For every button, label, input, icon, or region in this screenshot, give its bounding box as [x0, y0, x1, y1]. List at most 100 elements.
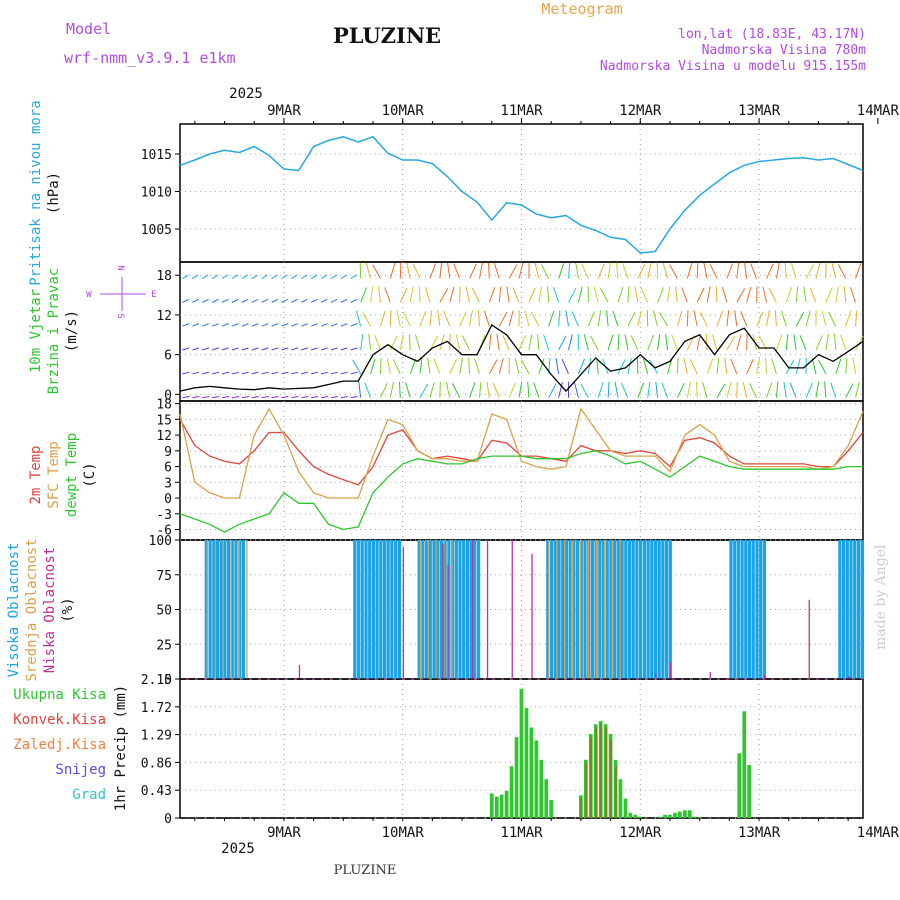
wind-barb	[241, 323, 249, 327]
cloud-low-bar	[808, 599, 810, 679]
wind-barb	[211, 274, 219, 279]
wind-barb	[681, 287, 688, 303]
wind-barb	[469, 382, 476, 398]
cloud-high-bar	[856, 540, 860, 679]
wind-barb	[607, 334, 614, 351]
wind-barb	[795, 311, 805, 327]
cloud-high-bar	[443, 540, 447, 679]
wind-barb	[429, 310, 433, 327]
precip-total-bar	[504, 790, 509, 818]
wind-barb	[662, 262, 668, 279]
wind-barb	[261, 298, 269, 303]
wind-barb	[231, 323, 239, 327]
wind-barb	[617, 334, 620, 351]
wind-barb	[693, 310, 698, 327]
cloud-mid-bar	[451, 540, 453, 679]
precip-total-bar	[534, 740, 539, 818]
day-label-bottom: 12MAR	[619, 825, 662, 841]
day-label-bottom: 13MAR	[738, 825, 781, 841]
precip-ytick-label: 1.72	[141, 701, 172, 716]
wind-barb	[785, 334, 789, 351]
cloud-high-bar	[371, 540, 375, 679]
cloud-high-bar	[212, 540, 216, 679]
cloud-high-bar	[360, 540, 364, 679]
wind-barb	[447, 262, 451, 279]
cloud-high-bar	[561, 540, 565, 679]
coords-text: lon,lat (18.83E, 43.17N)	[678, 27, 866, 42]
wind-barb	[211, 323, 219, 327]
cloud-low-bar	[764, 674, 766, 679]
wind-barb	[709, 263, 718, 279]
wind-barb	[637, 263, 646, 279]
precip-total-bar	[663, 814, 667, 818]
wind-barb	[281, 347, 289, 351]
precip-total-bar	[529, 727, 534, 818]
wind-barb	[597, 310, 602, 327]
wind-barb	[291, 396, 299, 399]
wind-barb	[785, 287, 793, 303]
cloud-high-bar	[759, 540, 763, 679]
cloud-mid-bar	[206, 540, 208, 679]
wind-barb	[577, 358, 585, 375]
wind-barb	[830, 382, 837, 398]
wind-barb	[419, 311, 427, 327]
wind-barb	[721, 286, 728, 303]
temp-ytick-label: -3	[156, 508, 172, 523]
cloud-high-bar	[454, 540, 458, 679]
precip-conv-bar	[580, 798, 583, 818]
legend-snijeg: Snijeg	[55, 762, 106, 778]
wind-barb	[182, 347, 190, 351]
wind-barb	[424, 286, 431, 303]
cloud-mid-bar	[603, 540, 605, 679]
wind-ylabel: Brzina i Pravac	[46, 268, 62, 394]
wind-barb	[712, 334, 718, 351]
wind-barb	[182, 323, 190, 327]
wind-barb	[399, 381, 401, 398]
wind-barb	[705, 333, 708, 351]
wind-barb	[850, 287, 857, 303]
wind-barb	[587, 357, 592, 374]
compass-s: S	[115, 313, 125, 318]
wind-barb	[825, 287, 833, 303]
wind-barb	[543, 334, 550, 351]
cloud-high-bar	[353, 540, 357, 679]
cloud-high-bar	[668, 540, 672, 679]
wind-barb	[241, 396, 249, 399]
cloud-high-bar	[462, 540, 466, 679]
wind-barb	[840, 334, 847, 351]
wind-barb	[379, 310, 386, 327]
wind-barb	[281, 323, 289, 327]
wind-barb	[221, 323, 229, 327]
wind-barb	[379, 357, 382, 374]
wind-barb	[350, 298, 358, 303]
wind-barb	[581, 263, 589, 279]
wind-barb	[419, 357, 423, 374]
temp-ylabel: dewpt Temp	[64, 433, 80, 517]
wind-barb	[399, 287, 408, 303]
wind-barb	[558, 381, 563, 398]
cloud-mid-bar	[427, 540, 429, 679]
page-title: PLUZINE	[333, 23, 441, 48]
wind-barb	[231, 298, 239, 303]
cloud-low-bar	[447, 565, 449, 679]
wind-barb	[538, 286, 542, 303]
wind-barb	[706, 358, 714, 375]
cloud-high-bar	[751, 540, 755, 679]
cloud-high-bar	[219, 540, 223, 679]
wind-barb	[590, 335, 599, 351]
precip-total-bar	[499, 794, 504, 818]
pressure-ytick-label: 1015	[141, 148, 172, 163]
wind-barb	[360, 287, 367, 303]
wind-barb	[724, 357, 728, 374]
cloud-high-bar	[860, 540, 864, 679]
cloud-ylabel: (%)	[60, 597, 76, 622]
wind-barb	[558, 335, 567, 351]
temp-line-1	[179, 407, 864, 499]
wind-barb	[221, 298, 229, 303]
wind-barb	[686, 263, 693, 279]
cloud-mid-bar	[611, 540, 613, 679]
wind-barb	[637, 310, 642, 327]
precip-total-bar	[737, 753, 742, 818]
cloud-high-bar	[635, 540, 639, 679]
cloud-high-bar	[469, 540, 473, 679]
